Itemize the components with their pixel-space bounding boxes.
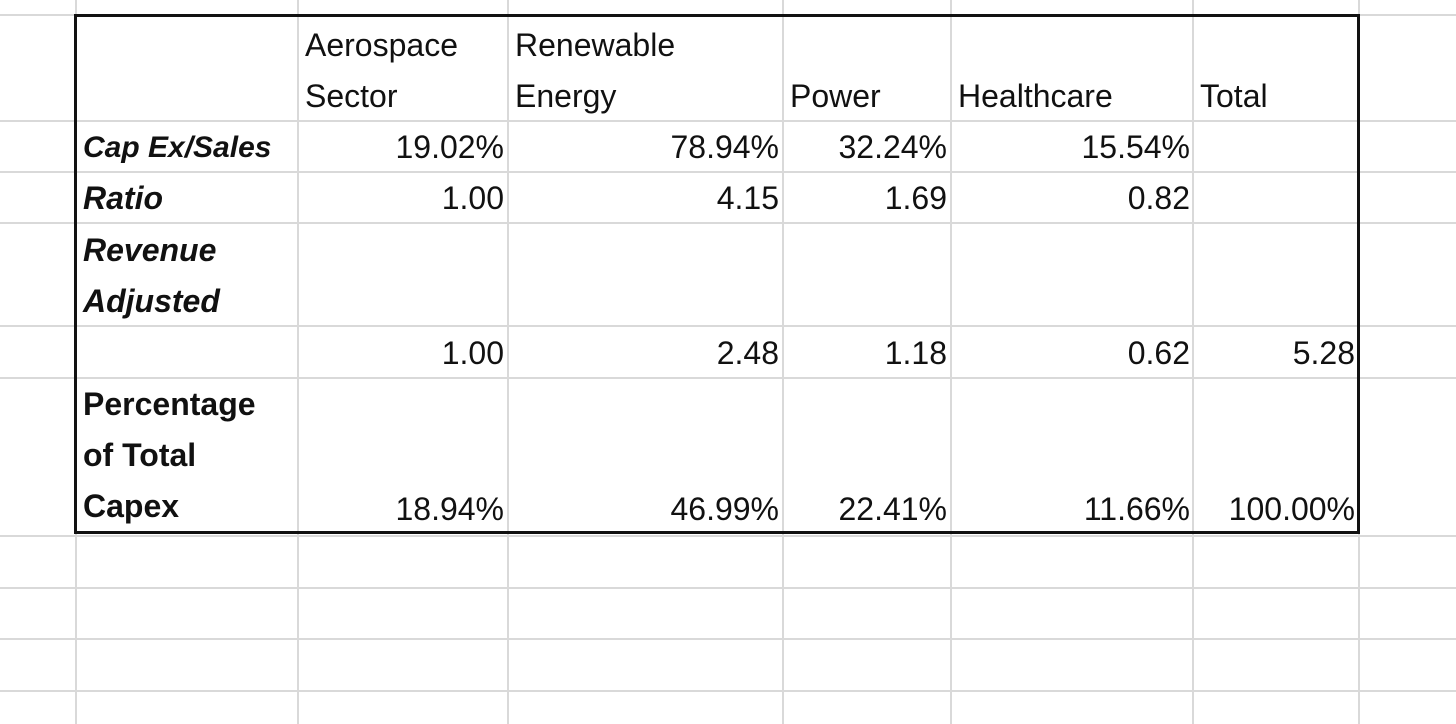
header-aerospace-line2[interactable]: Sector [305, 78, 398, 114]
row-label-revenue-adjusted-line1[interactable]: Revenue [83, 232, 217, 268]
gridline [0, 587, 1456, 589]
gridline [0, 377, 1456, 379]
row-label-revenue-adjusted-line2[interactable]: Adjusted [83, 283, 220, 319]
row-label-percentage-line2[interactable]: of Total [83, 437, 197, 473]
gridline [0, 222, 1456, 224]
gridline [0, 120, 1456, 122]
cell-pct-healthcare[interactable]: 11.66% [1083, 491, 1190, 527]
row-label-capex-sales[interactable]: Cap Ex/Sales [83, 131, 272, 164]
cell-ratio-aerospace[interactable]: 1.00 [441, 180, 504, 216]
cell-rev-renewable[interactable]: 2.48 [716, 335, 779, 371]
cell-pct-power[interactable]: 22.41% [838, 491, 947, 527]
header-total[interactable]: Total [1200, 78, 1268, 114]
cell-pct-aerospace[interactable]: 18.94% [395, 491, 504, 527]
gridline [782, 0, 784, 724]
cell-capex-healthcare[interactable]: 15.54% [1081, 129, 1190, 165]
gridline [507, 0, 509, 724]
cell-rev-power[interactable]: 1.18 [884, 335, 947, 371]
cell-capex-power[interactable]: 32.24% [838, 129, 947, 165]
gridline [950, 0, 952, 724]
cell-rev-total[interactable]: 5.28 [1292, 335, 1355, 371]
gridline [1192, 0, 1194, 724]
gridline [0, 325, 1456, 327]
cell-rev-healthcare[interactable]: 0.62 [1127, 335, 1190, 371]
gridline [0, 690, 1456, 692]
cell-rev-aerospace[interactable]: 1.00 [441, 335, 504, 371]
header-power[interactable]: Power [790, 78, 881, 114]
header-healthcare[interactable]: Healthcare [958, 78, 1113, 114]
cell-ratio-renewable[interactable]: 4.15 [716, 180, 779, 216]
row-label-percentage-line1[interactable]: Percentage [83, 386, 256, 422]
gridline [0, 535, 1456, 537]
cell-capex-aerospace[interactable]: 19.02% [395, 129, 504, 165]
header-aerospace-line1[interactable]: Aerospace [305, 27, 458, 63]
header-renewable-line2[interactable]: Energy [515, 78, 617, 114]
row-label-ratio[interactable]: Ratio [83, 180, 163, 216]
cell-pct-total[interactable]: 100.00% [1228, 491, 1355, 527]
cell-ratio-power[interactable]: 1.69 [884, 180, 947, 216]
gridline [297, 0, 299, 724]
gridline [0, 171, 1456, 173]
gridline [0, 638, 1456, 640]
table-border [74, 14, 1360, 534]
cell-ratio-healthcare[interactable]: 0.82 [1127, 180, 1190, 216]
header-renewable-line1[interactable]: Renewable [515, 27, 676, 63]
cell-capex-renewable[interactable]: 78.94% [670, 129, 779, 165]
row-label-percentage-line3[interactable]: Capex [83, 488, 180, 524]
cell-pct-renewable[interactable]: 46.99% [670, 491, 779, 527]
